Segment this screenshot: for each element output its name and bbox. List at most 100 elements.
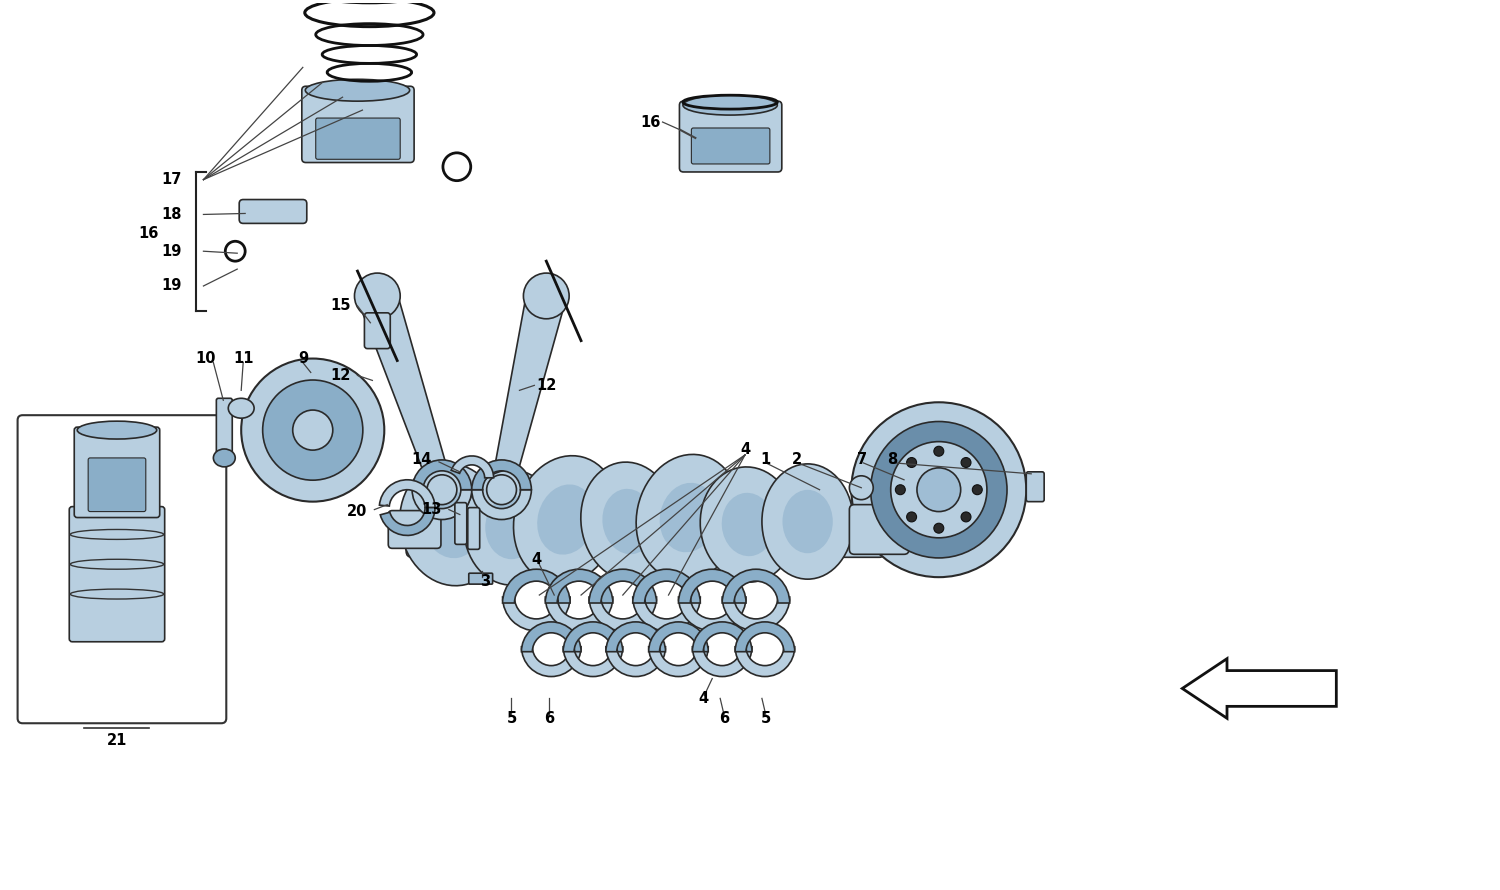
Wedge shape: [562, 647, 622, 676]
Circle shape: [891, 441, 987, 538]
Text: 8: 8: [886, 452, 897, 467]
Ellipse shape: [783, 490, 832, 554]
Ellipse shape: [306, 79, 410, 101]
Text: 20: 20: [346, 504, 368, 519]
FancyBboxPatch shape: [849, 505, 909, 554]
FancyBboxPatch shape: [470, 573, 492, 584]
Circle shape: [934, 446, 944, 457]
FancyBboxPatch shape: [364, 312, 390, 349]
Circle shape: [962, 512, 970, 522]
Circle shape: [962, 457, 970, 467]
Wedge shape: [562, 622, 622, 651]
Wedge shape: [633, 597, 700, 631]
Text: 7: 7: [858, 452, 867, 467]
Ellipse shape: [603, 489, 656, 554]
Wedge shape: [693, 647, 752, 676]
Ellipse shape: [399, 464, 504, 586]
Text: 17: 17: [160, 172, 182, 187]
Text: 4: 4: [699, 691, 708, 706]
Wedge shape: [678, 597, 746, 631]
Text: 10: 10: [195, 351, 216, 366]
FancyBboxPatch shape: [88, 458, 146, 512]
Ellipse shape: [76, 421, 156, 439]
Ellipse shape: [228, 399, 254, 418]
Text: 6: 6: [544, 711, 555, 725]
Ellipse shape: [537, 484, 596, 554]
Wedge shape: [413, 460, 471, 490]
Ellipse shape: [636, 455, 741, 580]
Wedge shape: [722, 597, 790, 631]
Ellipse shape: [660, 482, 717, 553]
Ellipse shape: [762, 464, 853, 579]
FancyBboxPatch shape: [315, 118, 400, 159]
Ellipse shape: [513, 456, 619, 583]
Circle shape: [916, 468, 960, 512]
Circle shape: [896, 485, 906, 495]
Ellipse shape: [580, 462, 676, 581]
Wedge shape: [722, 570, 790, 603]
Text: 4: 4: [740, 442, 750, 457]
Wedge shape: [678, 570, 746, 603]
FancyBboxPatch shape: [74, 427, 159, 518]
Polygon shape: [358, 289, 453, 493]
Wedge shape: [380, 480, 435, 507]
Ellipse shape: [849, 476, 873, 499]
Wedge shape: [522, 622, 580, 651]
Text: 14: 14: [411, 452, 432, 467]
FancyBboxPatch shape: [69, 506, 165, 642]
Wedge shape: [648, 647, 708, 676]
FancyBboxPatch shape: [692, 128, 770, 164]
Text: 18: 18: [160, 207, 182, 222]
Wedge shape: [471, 460, 531, 490]
Wedge shape: [633, 570, 700, 603]
FancyBboxPatch shape: [302, 86, 414, 163]
Text: 6: 6: [718, 711, 729, 725]
Wedge shape: [381, 507, 435, 536]
Wedge shape: [452, 456, 494, 478]
Text: 5: 5: [760, 711, 771, 725]
Wedge shape: [413, 490, 471, 520]
Ellipse shape: [213, 449, 236, 467]
Text: 12: 12: [330, 368, 351, 383]
Ellipse shape: [682, 95, 777, 115]
Circle shape: [262, 380, 363, 481]
Polygon shape: [490, 291, 566, 492]
Text: 4: 4: [531, 552, 542, 567]
Wedge shape: [471, 490, 531, 520]
Wedge shape: [606, 647, 666, 676]
FancyBboxPatch shape: [18, 416, 226, 724]
Ellipse shape: [722, 493, 774, 556]
Circle shape: [852, 402, 1026, 578]
Text: 5: 5: [507, 711, 516, 725]
Circle shape: [354, 273, 401, 319]
Text: 19: 19: [160, 244, 182, 259]
Text: 3: 3: [480, 574, 490, 588]
Text: 9: 9: [298, 351, 307, 366]
Circle shape: [486, 474, 516, 505]
Wedge shape: [606, 622, 666, 651]
Wedge shape: [546, 570, 614, 603]
Wedge shape: [590, 570, 657, 603]
Circle shape: [870, 422, 1006, 558]
FancyBboxPatch shape: [454, 503, 466, 545]
FancyBboxPatch shape: [388, 511, 441, 548]
Circle shape: [906, 457, 916, 467]
Text: 16: 16: [138, 226, 159, 241]
Text: 13: 13: [422, 502, 442, 517]
Text: 21: 21: [106, 732, 128, 748]
FancyBboxPatch shape: [216, 399, 232, 457]
FancyBboxPatch shape: [1026, 472, 1044, 502]
Wedge shape: [522, 647, 580, 676]
FancyBboxPatch shape: [468, 507, 480, 549]
Circle shape: [292, 410, 333, 450]
Text: 19: 19: [160, 279, 182, 294]
Wedge shape: [693, 622, 752, 651]
Circle shape: [972, 485, 982, 495]
FancyBboxPatch shape: [680, 101, 782, 172]
Ellipse shape: [464, 470, 560, 585]
FancyBboxPatch shape: [406, 502, 885, 557]
Wedge shape: [735, 622, 795, 651]
Text: 1: 1: [760, 452, 770, 467]
Circle shape: [524, 273, 568, 319]
Wedge shape: [590, 597, 657, 631]
